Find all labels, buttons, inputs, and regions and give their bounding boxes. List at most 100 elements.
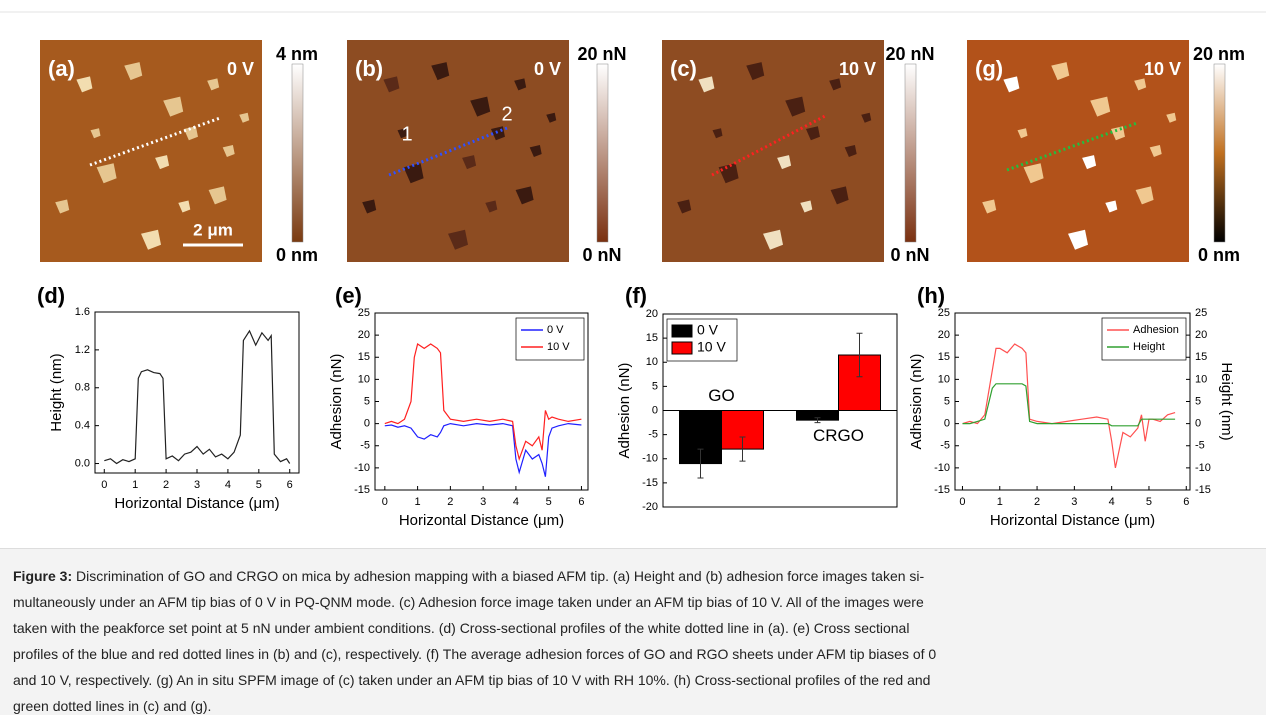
data-line	[962, 383, 1176, 427]
y-tick-label: -10	[642, 453, 658, 465]
legend-label: Height	[1133, 341, 1165, 353]
y-tick-label: 0.4	[75, 420, 90, 432]
scale-bar-label: 2 μm	[193, 220, 233, 239]
legend-swatch	[671, 341, 693, 355]
y-tick-label: -15	[642, 477, 658, 489]
y2-tick-label: 10	[1195, 373, 1207, 385]
flake	[431, 62, 450, 81]
y-axis-label: Adhesion (nN)	[328, 354, 345, 450]
flake	[1017, 128, 1028, 139]
flake	[698, 76, 715, 93]
x-tick-label: 0	[959, 496, 965, 508]
y-tick-label: 1.6	[75, 306, 90, 318]
x-axis-label: Horizontal Distance (μm)	[114, 495, 279, 512]
flake	[529, 145, 542, 157]
y-axis-label: Height (nm)	[48, 353, 65, 431]
scale-min: 0 nm	[1198, 245, 1240, 265]
flake	[1134, 78, 1147, 91]
y-tick-label: 15	[646, 332, 658, 344]
flake-marker: 2	[501, 103, 512, 125]
y-tick-label: 10	[938, 373, 950, 385]
flake	[1003, 76, 1020, 93]
y-tick-label: -15	[354, 484, 370, 496]
flake	[141, 229, 161, 250]
y-tick-label: 15	[358, 351, 370, 363]
flake	[712, 128, 723, 139]
scale-min: 0 nm	[276, 245, 318, 265]
legend-label: 0 V	[697, 322, 719, 338]
panel-label: (h)	[917, 283, 945, 308]
data-line	[384, 343, 582, 462]
scale-max: 20 nN	[577, 44, 626, 64]
flake	[1135, 186, 1154, 205]
y2-tick-label: -10	[1195, 462, 1211, 474]
colorbar	[1213, 63, 1226, 243]
flake	[383, 76, 400, 93]
y2-tick-label: 20	[1195, 329, 1207, 341]
x-tick-label: 2	[1034, 496, 1040, 508]
legend-label: 0 V	[547, 324, 564, 336]
y-tick-label: 10	[358, 373, 370, 385]
y2-tick-label: 0	[1195, 418, 1201, 430]
flake	[155, 155, 170, 170]
flake	[1090, 96, 1111, 117]
y-tick-label: -5	[648, 429, 658, 441]
flake	[239, 112, 250, 123]
profile-line	[1006, 121, 1138, 172]
y-tick-label: 0	[364, 418, 370, 430]
scale-min: 0 nN	[890, 245, 929, 265]
y-tick-label: -10	[354, 462, 370, 474]
x-tick-label: 1	[132, 479, 138, 491]
flake	[1166, 112, 1177, 123]
flake	[800, 200, 813, 213]
flake	[124, 62, 143, 81]
x-tick-label: 2	[447, 496, 453, 508]
flake	[514, 78, 527, 91]
caption-line: profiles of the blue and red dotted line…	[13, 646, 937, 662]
colorbar	[904, 63, 917, 243]
flake	[718, 163, 739, 184]
caption-line: Discrimination of GO and CRGO on mica by…	[72, 568, 925, 584]
colorbar	[291, 63, 304, 243]
bias-label: 10 V	[1144, 59, 1181, 79]
flake	[546, 112, 557, 123]
flake	[830, 186, 849, 205]
y2-tick-label: 15	[1195, 351, 1207, 363]
flake	[515, 186, 534, 205]
x-axis-label: Horizontal Distance (μm)	[990, 512, 1155, 529]
y-tick-label: 0	[944, 418, 950, 430]
flake	[76, 76, 93, 93]
x-tick-label: 3	[1071, 496, 1077, 508]
error-bar	[697, 448, 704, 479]
x-axis-label: Horizontal Distance (μm)	[399, 512, 564, 529]
error-bar	[856, 332, 863, 378]
y2-tick-label: -5	[1195, 440, 1205, 452]
flake	[462, 155, 477, 170]
x-tick-label: 5	[1146, 496, 1152, 508]
flake	[785, 96, 806, 117]
y2-tick-label: 5	[1195, 395, 1201, 407]
category-label: GO	[708, 386, 734, 405]
legend-label: 10 V	[697, 339, 726, 355]
colorbar	[596, 63, 609, 243]
legend-swatch	[671, 324, 693, 338]
flake	[861, 112, 872, 123]
y-tick-label: 0.8	[75, 382, 90, 394]
flake	[1082, 155, 1097, 170]
error-bar	[814, 417, 821, 424]
flake	[96, 163, 117, 184]
x-tick-label: 0	[101, 479, 107, 491]
data-line	[384, 422, 582, 477]
flake	[178, 200, 191, 213]
flake	[982, 199, 997, 214]
flake	[805, 126, 820, 141]
flake	[222, 145, 235, 157]
error-bar	[739, 436, 746, 462]
flake	[1068, 229, 1088, 250]
flake	[362, 199, 377, 214]
x-tick-label: 5	[546, 496, 552, 508]
y-tick-label: -5	[940, 440, 950, 452]
flake	[163, 96, 184, 117]
y-tick-label: 20	[646, 308, 658, 320]
